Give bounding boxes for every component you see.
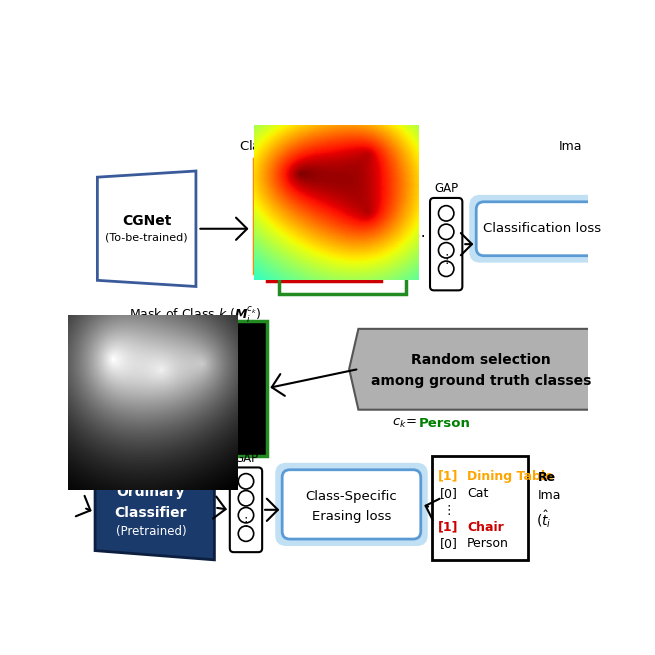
Bar [269, 169, 379, 280]
Text: Ima: Ima [559, 140, 582, 153]
Text: GAP: GAP [234, 452, 258, 464]
FancyBboxPatch shape [275, 463, 428, 546]
Polygon shape [98, 171, 196, 286]
Text: Classification loss: Classification loss [483, 222, 601, 235]
Text: ⋮: ⋮ [440, 253, 453, 266]
FancyBboxPatch shape [282, 470, 421, 539]
Text: Mask of Class $k$ ($\boldsymbol{M}_i^{c_k}$): Mask of Class $k$ ($\boldsymbol{M}_i^{c_… [129, 306, 261, 326]
Polygon shape [95, 456, 214, 560]
FancyBboxPatch shape [469, 195, 614, 263]
Text: [0]: [0] [440, 536, 457, 550]
Text: Ima: Ima [538, 489, 561, 502]
Text: Chair: Chair [467, 521, 504, 534]
Text: ...: ... [411, 225, 426, 240]
Text: [1]: [1] [438, 521, 458, 534]
FancyBboxPatch shape [430, 198, 462, 290]
Text: Person: Person [419, 417, 470, 430]
FancyBboxPatch shape [230, 468, 262, 552]
FancyBboxPatch shape [87, 386, 134, 408]
Text: GAP: GAP [434, 182, 458, 195]
Text: $(\hat{t}_i$: $(\hat{t}_i$ [536, 508, 552, 530]
Text: Class Activation Map ($\boldsymbol{A}_i$): Class Activation Map ($\boldsymbol{A}_i$… [239, 138, 405, 155]
Text: CGNet: CGNet [122, 214, 172, 228]
Text: Classifier: Classifier [115, 506, 187, 520]
Text: among ground truth classes: among ground truth classes [371, 375, 591, 388]
Text: Class-Specific: Class-Specific [306, 489, 398, 502]
Text: Dining Table: Dining Table [467, 470, 553, 483]
FancyBboxPatch shape [476, 202, 607, 255]
Text: ⋮: ⋮ [442, 504, 455, 517]
Text: $c_k$=: $c_k$= [392, 417, 418, 430]
Text: [1]: [1] [438, 470, 458, 483]
Text: Cat: Cat [467, 487, 489, 500]
Text: (Pretrained): (Pretrained) [115, 525, 186, 538]
Polygon shape [349, 329, 603, 409]
Text: Person: Person [467, 536, 509, 550]
Bar [136, 321, 267, 456]
Bar [267, 167, 381, 281]
Text: $M_i^{c_k}$: $M_i^{c_k}$ [100, 388, 122, 407]
Text: Erasing loss: Erasing loss [312, 510, 391, 523]
Text: ⋮: ⋮ [240, 516, 252, 529]
Bar [432, 456, 528, 560]
Text: Ordinary: Ordinary [117, 485, 185, 499]
Text: Re: Re [538, 472, 556, 484]
Text: (To-be-trained): (To-be-trained) [105, 233, 188, 243]
Bar [256, 161, 367, 272]
Bar [254, 159, 368, 273]
Text: Random selection: Random selection [411, 352, 551, 367]
Text: [0]: [0] [440, 487, 457, 500]
Bar [279, 175, 406, 294]
